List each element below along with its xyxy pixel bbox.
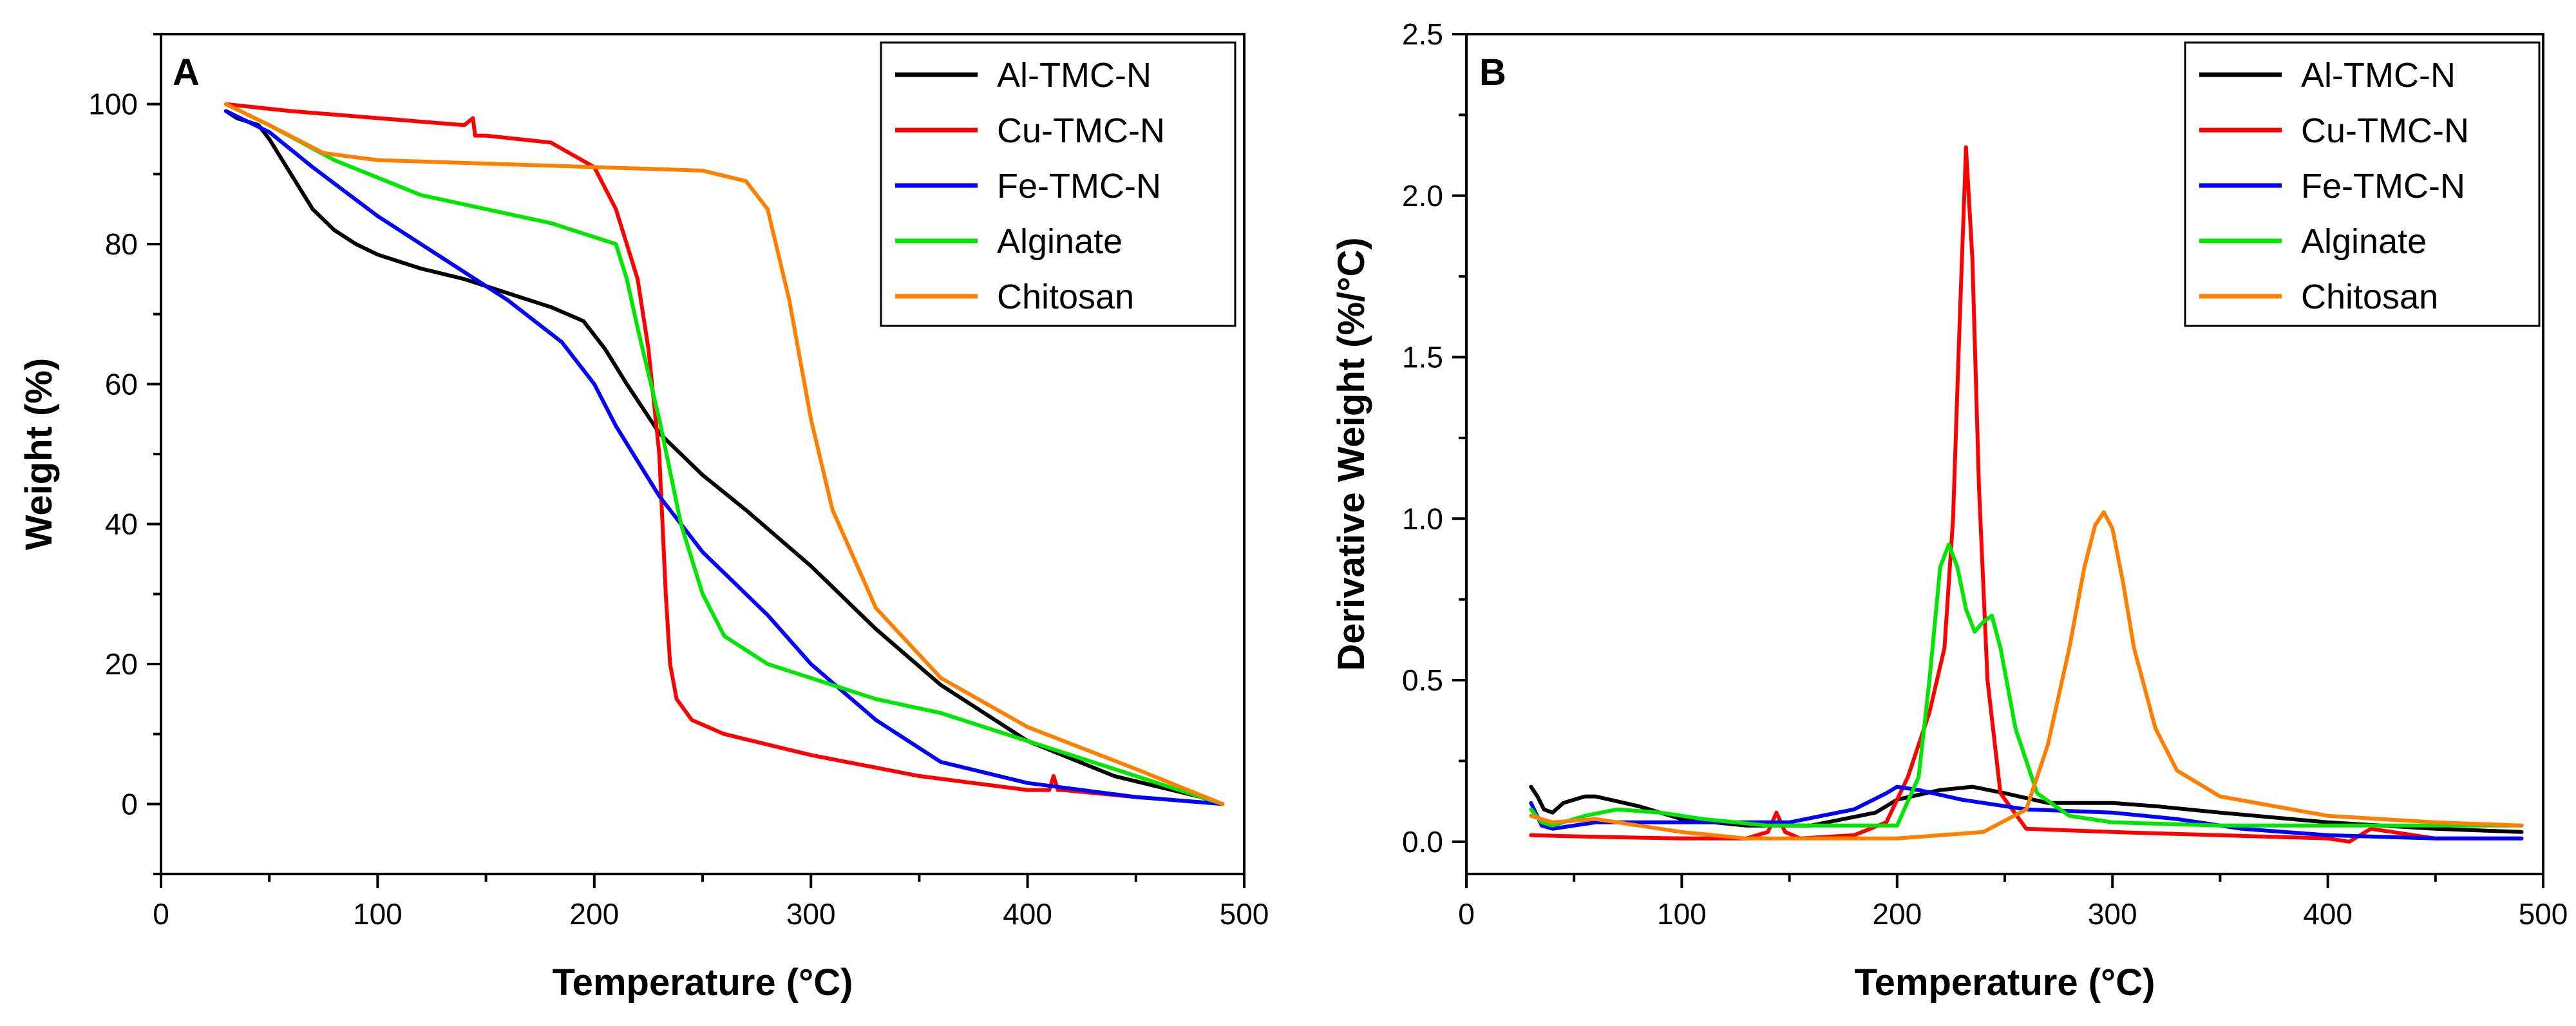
legend-label: Alginate: [2301, 222, 2427, 261]
legend-label: Chitosan: [997, 278, 1134, 316]
series-line-al-tmc-n: [1529, 784, 2524, 834]
legend-label: Chitosan: [2301, 278, 2438, 316]
x-tick-label: 100: [1657, 897, 1707, 931]
legend-label: Al-TMC-N: [2301, 56, 2456, 95]
x-tick-label: 0: [153, 897, 169, 931]
x-tick-label: 0: [1458, 897, 1475, 931]
x-tick-label: 200: [1872, 897, 1922, 931]
x-axis-title: Temperature (°C): [1855, 962, 2155, 1003]
x-tick-label: 200: [569, 897, 619, 931]
legend: Al-TMC-N Cu-TMC-N Fe-TMC-N Alginate Chitosan: [880, 41, 1236, 327]
y-tick-label: 100: [88, 88, 138, 121]
y-axis-title: Weight (%): [18, 358, 60, 551]
y-tick-label: 1.0: [1402, 502, 1443, 535]
x-axis-title: Temperature (°C): [553, 962, 853, 1003]
x-tick-label: 400: [2303, 897, 2353, 931]
series-line-alginate: [223, 102, 1225, 806]
legend-label: Fe-TMC-N: [2301, 167, 2465, 205]
y-tick-label: 0.5: [1402, 663, 1443, 697]
x-tick-label: 300: [2088, 897, 2137, 931]
series-line-al-tmc-n: [223, 109, 1225, 806]
series-line-alginate: [1529, 542, 2524, 828]
x-tick-label: 300: [786, 897, 836, 931]
series-line-fe-tmc-n: [223, 109, 1225, 806]
panel-letter: B: [1479, 52, 1506, 93]
series-line-fe-tmc-n: [1529, 784, 2524, 841]
legend-label: Alginate: [997, 222, 1122, 261]
series-line-chitosan: [223, 102, 1225, 806]
series-line-cu-tmc-n: [223, 102, 1225, 806]
legend-label: Al-TMC-N: [997, 56, 1151, 95]
panel-a: 0 100 200 300 400 500 0 20 40 60 80 100 Temperature …: [18, 33, 1269, 1003]
legend-label: Fe-TMC-N: [997, 167, 1161, 205]
y-tick-label: 40: [105, 508, 138, 541]
y-tick-label: 2.5: [1402, 17, 1443, 51]
y-tick-label: 20: [105, 647, 138, 681]
legend-label: Cu-TMC-N: [2301, 111, 2469, 150]
legend: Al-TMC-N Cu-TMC-N Fe-TMC-N Alginate Chitosan: [2184, 41, 2541, 327]
y-tick-label: 80: [105, 227, 138, 261]
x-tick-label: 400: [1003, 897, 1052, 931]
series-line-chitosan: [1529, 510, 2524, 841]
panel-letter: A: [173, 52, 200, 93]
x-tick-label: 500: [2519, 897, 2568, 931]
y-tick-label: 2.0: [1402, 179, 1443, 213]
legend-label: Cu-TMC-N: [997, 111, 1165, 150]
panel-b: 0 100 200 300 400 500 0.0 0.5 1.0 1.5 2.0 2.5 Temper…: [1331, 17, 2568, 1003]
y-tick-label: 60: [105, 367, 138, 401]
y-tick-label: 0: [121, 787, 138, 821]
x-tick-label: 100: [353, 897, 402, 931]
y-axis-title: Derivative Weight (%/°C): [1331, 237, 1372, 670]
x-tick-label: 500: [1220, 897, 1269, 931]
y-tick-label: 1.5: [1402, 341, 1443, 374]
y-tick-label: 0.0: [1402, 825, 1443, 859]
